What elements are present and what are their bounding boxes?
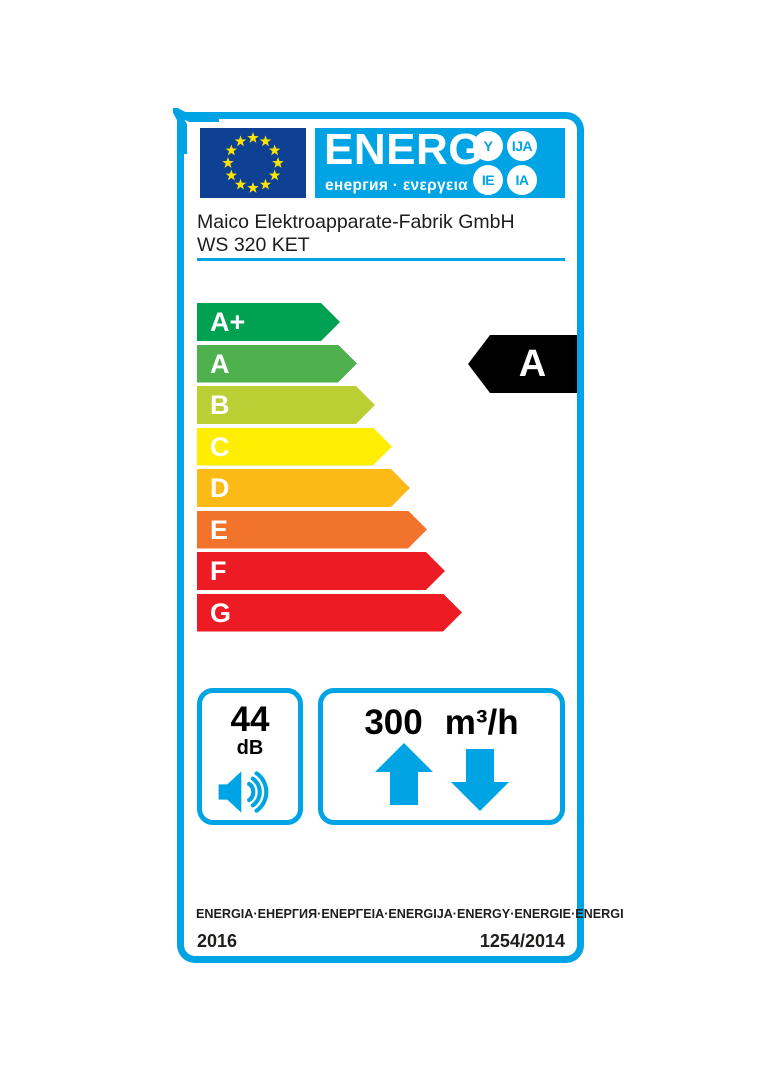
model-name: WS 320 KET (197, 234, 310, 256)
airflow-value: 300 (364, 703, 423, 742)
badge-ie: IE (473, 165, 503, 195)
energ-letter-badges: Y IJA IE IA (473, 131, 537, 195)
scale-arrow-b: B (197, 386, 375, 424)
regulation-number: 1254/2014 (479, 931, 565, 951)
supplier-divider (197, 258, 565, 261)
scale-arrow-d: D (197, 469, 410, 507)
energ-wordmark: ENERG (324, 125, 483, 174)
supplier-name: Maico Elektroapparate-Fabrik GmbH (197, 211, 515, 233)
speaker-icon (218, 771, 269, 813)
eu-flag-stars (222, 132, 284, 193)
scale-arrow-a: A (197, 345, 357, 383)
arrow-down-icon (450, 749, 509, 811)
energy-class-indicator: A (468, 335, 577, 393)
label-year: 2016 (197, 931, 238, 951)
energy-label: ENERG енергия · ενεργεια Y IJA IE IA Mai… (173, 108, 624, 963)
corner-tab-icon (173, 108, 219, 154)
footer-languages: ENERGIA · ЕНЕРГИЯ · ΕΝΕΡΓΕΙΑ · ENERGIJA · ENERGY… (196, 907, 624, 921)
energ-header: ENERG енергия · ενεργεια Y IJA IE IA (315, 125, 565, 198)
eu-flag (200, 128, 306, 198)
scale-arrow-c: C (197, 428, 392, 466)
badge-ia: IA (507, 165, 537, 195)
supplier-block: Maico Elektroapparate-Fabrik GmbH WS 320… (197, 211, 565, 257)
arrow-up-icon (374, 743, 433, 805)
badge-y: Y (473, 131, 503, 161)
scale-arrow-a-plus: A+ (197, 303, 340, 341)
noise-unit: dB (236, 737, 264, 759)
airflow-box: 300 m³/h (318, 688, 565, 825)
noise-box: 44 dB (197, 688, 303, 825)
energ-subtext: енергия · ενεργεια (325, 177, 469, 194)
scale-arrow-g: G (197, 594, 462, 632)
scale-arrow-e: E (197, 511, 427, 549)
noise-value: 44 (230, 700, 270, 739)
scale-arrow-f: F (197, 552, 445, 590)
energy-class-scale: A+ A B C D E F G (197, 303, 462, 632)
footer-meta: 2016 1254/2014 (197, 931, 565, 952)
badge-ija: IJA (507, 131, 537, 161)
supply-extract-arrows (374, 743, 509, 811)
airflow-unit: m³/h (444, 703, 519, 742)
